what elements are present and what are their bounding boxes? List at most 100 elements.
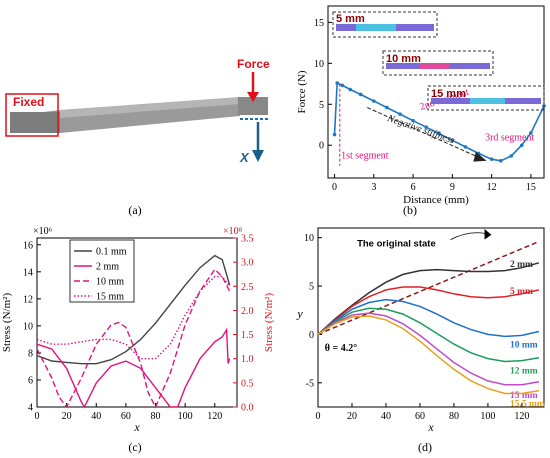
y-tick-label-d: 10	[304, 233, 314, 244]
x-tick-label-c: 40	[91, 411, 101, 422]
curve-label-d: 2 mm	[510, 260, 533, 270]
panel-label-b: (b)	[403, 203, 417, 217]
deflection-curve	[317, 298, 540, 338]
y-tick-label-left-c: 16	[23, 240, 33, 251]
original-state-arrowhead	[484, 228, 492, 240]
y-tick-label-right-c: 3.5	[241, 234, 254, 245]
force-point	[411, 118, 415, 123]
x-axis-label: X	[239, 150, 250, 165]
plot-frame-d	[317, 227, 545, 408]
legend-label-c: 15 mm	[96, 292, 124, 303]
exp-right-c: ×10⁸	[223, 226, 243, 237]
x-tick-label-c: 60	[121, 411, 131, 422]
panel-c: 0 20 40 60 80 100 120 4 6 8 10 12 14 16 0.0 0.5 1.0 1.5 2.…	[1, 226, 275, 434]
x-tick-label-d: 60	[415, 411, 425, 422]
force-point	[424, 125, 428, 130]
stress-curve	[36, 275, 231, 360]
y-tick-label-right-c: 1.5	[241, 330, 254, 341]
inset-10mm-beam-hot	[420, 63, 450, 69]
panel-label-c: (c)	[128, 440, 141, 454]
y-tick-label-left-c: 12	[23, 294, 33, 305]
x-tick-label-b: 9	[450, 182, 455, 193]
x-tick-label-b: 6	[411, 182, 416, 193]
force-point	[398, 112, 402, 116]
annotation-negative-stiffness: Negative stiffness	[385, 113, 456, 147]
y-tick-label-b: 0	[319, 141, 324, 152]
x-tick-label-c: 80	[151, 411, 161, 422]
y-tick-label-d: 0	[309, 330, 314, 341]
force-point	[519, 143, 524, 148]
legend-label-c: 10 mm	[96, 277, 124, 288]
x-tick-label-d: 80	[449, 411, 459, 422]
force-point	[450, 138, 455, 143]
force-point	[358, 92, 363, 97]
inset-5mm-label: 5 mm	[336, 13, 365, 25]
deflection-curve	[317, 307, 540, 363]
x-axis-title-c: x	[133, 420, 140, 434]
x-axis-title-d: x	[427, 420, 434, 434]
exp-left-c: ×10⁶	[33, 226, 53, 237]
inset-15mm-label: 15 mm	[431, 88, 466, 100]
angle-label: θ = 4.2°	[325, 343, 357, 354]
force-point	[348, 87, 353, 92]
force-point	[385, 105, 389, 110]
stress-curve	[36, 327, 231, 409]
y-tick-label-right-c: 2.0	[241, 306, 254, 317]
original-state-label: The original state	[357, 238, 436, 249]
y-tick-label-right-c: 0.5	[241, 378, 254, 389]
x-tick-label-d: 100	[480, 411, 495, 422]
deflection-curve	[317, 286, 540, 335]
beam-root	[10, 112, 60, 133]
negative-stiffness-arrowhead	[473, 151, 487, 162]
x-tick-label-b: 0	[332, 182, 337, 193]
y-tick-label-right-c: 2.5	[241, 282, 254, 293]
panel-b: 0 3 6 9 12 15 0 5 10 15 Distance (mm) Force (N) 1st …	[296, 5, 546, 206]
force-point	[372, 99, 376, 103]
inset-10mm-box	[382, 50, 494, 76]
y-tick-label-d: 5	[309, 282, 314, 293]
panel-d: 0 20 40 60 80 100 120 -5 0 5 10 x y 2 mm 5 mm 10 mm 12 m…	[296, 227, 545, 434]
x-axis-arrow-head	[252, 150, 264, 162]
force-curve	[333, 81, 545, 162]
x-tick-label-d: 20	[347, 411, 357, 422]
inset-5mm-beam-hot	[356, 24, 396, 31]
x-tick-label-c: 100	[178, 411, 193, 422]
beam-highlight	[60, 97, 240, 118]
y-tick-label-left-c: 10	[23, 321, 33, 332]
y-tick-label-b: 5	[319, 100, 324, 111]
fixed-box	[5, 93, 59, 137]
fixed-label: Fixed	[13, 95, 44, 109]
beam-tip	[238, 97, 268, 115]
curve-label-d: 15 mm	[510, 391, 538, 401]
deflection-curve	[317, 262, 540, 335]
force-point	[340, 83, 345, 88]
inset-10mm-label: 10 mm	[386, 53, 421, 65]
force-point	[437, 131, 442, 136]
curve-label-d: 12 mm	[510, 367, 538, 377]
x-tick-label-d: 0	[316, 411, 321, 422]
y-tick-label-b: 15	[314, 18, 324, 29]
force-label: Force	[237, 57, 270, 71]
x-tick-label-b: 3	[371, 182, 376, 193]
force-point	[332, 132, 337, 137]
y-axis-title-b: Force (N)	[296, 70, 308, 113]
inset-15mm-beam-hot	[470, 98, 505, 104]
y-tick-label-right-c: 1.0	[241, 354, 254, 365]
x-tick-label-c: 0	[35, 411, 40, 422]
y-axis-title-d: y	[296, 307, 303, 321]
x-tick-label-d: 120	[514, 411, 529, 422]
force-point	[499, 159, 503, 163]
curve-label-d: 5 mm	[510, 287, 533, 297]
panel-label-a: (a)	[128, 203, 141, 217]
deflection-curve	[317, 315, 540, 395]
x-tick-label-b: 12	[487, 182, 497, 193]
y-tick-label-left-c: 6	[28, 375, 33, 386]
x-tick-label-c: 120	[207, 411, 222, 422]
legend-label-c: 2 mm	[96, 262, 119, 273]
curve-label-d: 10 mm	[510, 341, 538, 351]
stress-curve	[36, 268, 231, 409]
plot-frame-c	[36, 237, 238, 408]
x-axis-title-b: Distance (mm)	[403, 194, 469, 206]
y-tick-label-left-c: 14	[23, 267, 33, 278]
